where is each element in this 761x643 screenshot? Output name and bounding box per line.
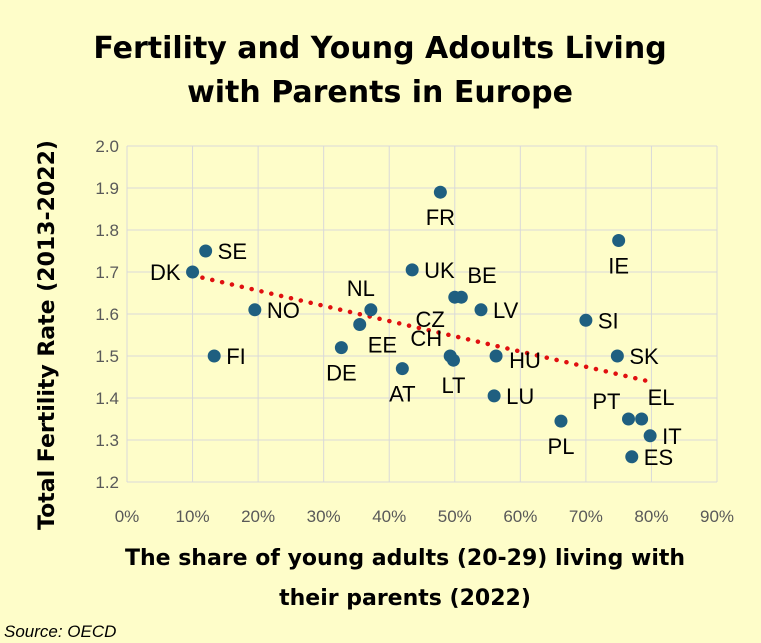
point-label-hu: HU	[509, 348, 541, 373]
data-point-pt	[622, 412, 635, 426]
data-point-se	[199, 244, 213, 258]
x-tick-label: 70%	[569, 507, 603, 526]
data-point-ee	[353, 318, 367, 331]
point-labels: DK SE FI NO DE EE NL AT UK FR CZ BE CH LT LV HU LU PL SI IE…	[150, 205, 682, 470]
data-point-no	[248, 303, 262, 317]
x-tick-label: 50%	[438, 507, 472, 526]
data-point-at	[395, 362, 409, 376]
y-tick-label: 1.8	[95, 221, 119, 240]
data-points	[186, 185, 657, 464]
point-label-lu: LU	[506, 384, 534, 409]
data-point-es	[625, 450, 639, 464]
data-point-fr	[433, 185, 447, 199]
data-point-sk	[610, 349, 624, 363]
x-tick-label: 20%	[241, 507, 275, 526]
y-tick-label: 1.3	[95, 431, 119, 450]
point-label-el: EL	[648, 385, 675, 410]
data-point-si	[579, 313, 593, 327]
point-label-si: SI	[598, 308, 619, 333]
data-point-pl	[554, 414, 568, 428]
point-label-es: ES	[644, 445, 673, 470]
point-label-pt: PT	[592, 389, 620, 414]
x-axis-title-line-2: their parents (2022)	[279, 586, 531, 611]
point-label-fi: FI	[226, 344, 246, 369]
point-label-cz: CZ	[415, 307, 444, 332]
y-tick-label: 1.2	[95, 473, 119, 492]
point-label-se: SE	[218, 239, 247, 264]
point-label-at: AT	[389, 382, 415, 407]
x-axis-ticks: 0% 10% 20% 30% 40% 50% 60% 70% 80% 90%	[115, 507, 734, 526]
point-label-uk: UK	[424, 258, 455, 283]
y-tick-label: 1.6	[95, 305, 119, 324]
point-label-lt: LT	[441, 373, 465, 398]
data-point-dk	[186, 265, 200, 279]
point-label-sk: SK	[629, 344, 659, 369]
data-point-hu	[489, 349, 503, 363]
data-point-fi	[207, 349, 221, 363]
chart-title-line-1: Fertility and Young Adoults Living	[93, 31, 666, 66]
data-point-be	[454, 290, 468, 304]
point-label-ie: IE	[608, 254, 629, 279]
y-tick-label: 1.9	[95, 179, 119, 198]
x-tick-label: 90%	[700, 507, 734, 526]
point-label-nl: NL	[347, 276, 375, 301]
y-tick-label: 2.0	[95, 137, 119, 156]
data-point-lt	[446, 353, 460, 367]
x-tick-label: 40%	[372, 507, 406, 526]
data-point-lu	[487, 389, 501, 403]
point-label-it: IT	[662, 424, 682, 449]
data-point-lv	[474, 303, 488, 317]
data-point-uk	[405, 263, 419, 277]
point-label-no: NO	[267, 298, 300, 323]
point-label-lv: LV	[493, 298, 519, 323]
source-note: Source: OECD	[4, 622, 116, 641]
point-label-ch: CH	[410, 326, 442, 351]
x-tick-label: 0%	[115, 507, 140, 526]
point-label-dk: DK	[150, 260, 181, 285]
chart-title-line-2: with Parents in Europe	[187, 75, 573, 110]
point-label-fr: FR	[426, 205, 455, 230]
point-label-pl: PL	[548, 434, 575, 459]
y-tick-label: 1.4	[95, 389, 119, 408]
x-tick-label: 30%	[307, 507, 341, 526]
point-label-de: DE	[326, 361, 357, 386]
x-tick-label: 60%	[503, 507, 537, 526]
x-axis-title-line-1: The share of young adults (20-29) living…	[125, 546, 685, 571]
x-tick-label: 10%	[176, 507, 210, 526]
data-point-ie	[612, 234, 626, 247]
data-point-nl	[364, 303, 378, 317]
data-point-de	[334, 341, 348, 355]
point-label-ee: EE	[368, 333, 397, 358]
x-tick-label: 80%	[634, 507, 668, 526]
y-tick-label: 1.5	[95, 347, 119, 366]
trendline-group	[190, 273, 651, 384]
point-label-be: BE	[467, 263, 496, 288]
y-tick-label: 1.7	[95, 263, 119, 282]
data-point-it	[643, 429, 657, 443]
trendline	[190, 273, 651, 384]
data-point-el	[635, 412, 649, 426]
y-axis-ticks: 1.2 1.3 1.4 1.5 1.6 1.7 1.8 1.9 2.0	[95, 137, 119, 492]
y-axis-title: Total Fertility Rate (2013-2022)	[35, 140, 60, 530]
